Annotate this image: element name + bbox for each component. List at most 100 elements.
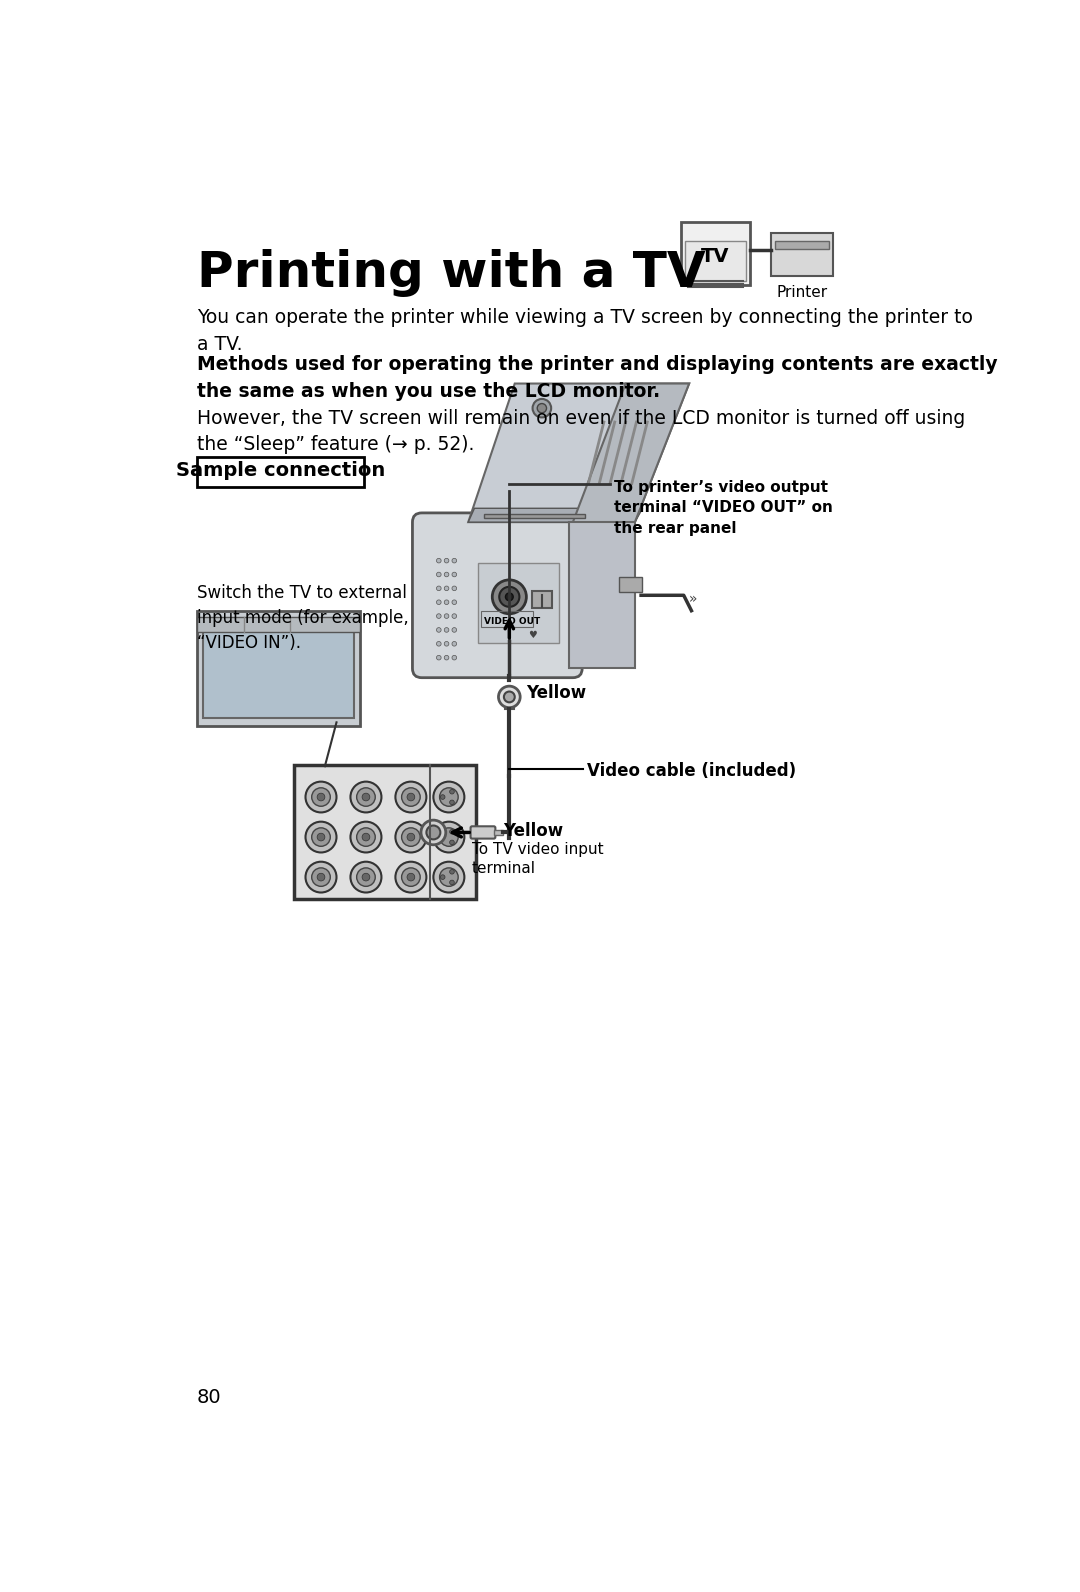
Circle shape <box>350 782 381 812</box>
Text: Printing with a TV: Printing with a TV <box>197 248 705 296</box>
Circle shape <box>356 788 375 806</box>
Circle shape <box>350 821 381 852</box>
Text: TV: TV <box>701 247 730 266</box>
Circle shape <box>356 868 375 887</box>
Circle shape <box>395 782 427 812</box>
Circle shape <box>449 880 455 885</box>
Text: To printer’s video output
terminal “VIDEO OUT” on
the rear panel: To printer’s video output terminal “VIDE… <box>613 479 833 535</box>
FancyBboxPatch shape <box>771 234 834 275</box>
Circle shape <box>451 656 457 661</box>
Circle shape <box>436 572 441 576</box>
Circle shape <box>356 828 375 847</box>
Circle shape <box>451 559 457 564</box>
Circle shape <box>362 874 369 880</box>
Circle shape <box>451 642 457 646</box>
Circle shape <box>444 615 449 618</box>
Circle shape <box>306 861 337 893</box>
FancyBboxPatch shape <box>478 564 559 643</box>
Circle shape <box>312 788 330 806</box>
Circle shape <box>444 642 449 646</box>
FancyBboxPatch shape <box>504 694 514 710</box>
Circle shape <box>440 828 458 847</box>
Circle shape <box>362 833 369 841</box>
FancyBboxPatch shape <box>471 826 496 839</box>
Circle shape <box>492 579 526 615</box>
Circle shape <box>402 828 420 847</box>
Circle shape <box>504 691 515 702</box>
Text: You can operate the printer while viewing a TV screen by connecting the printer : You can operate the printer while viewin… <box>197 309 973 353</box>
FancyBboxPatch shape <box>197 457 364 487</box>
Polygon shape <box>469 508 643 522</box>
Circle shape <box>306 821 337 852</box>
Circle shape <box>441 834 445 839</box>
Circle shape <box>449 841 455 845</box>
FancyBboxPatch shape <box>413 513 582 678</box>
Text: Printer: Printer <box>777 285 828 299</box>
Circle shape <box>407 793 415 801</box>
Polygon shape <box>469 384 689 522</box>
Circle shape <box>449 869 455 874</box>
Circle shape <box>407 833 415 841</box>
Text: To TV video input
terminal: To TV video input terminal <box>472 842 604 877</box>
Circle shape <box>402 788 420 806</box>
FancyBboxPatch shape <box>494 829 503 834</box>
Circle shape <box>421 820 446 845</box>
Circle shape <box>436 615 441 618</box>
FancyBboxPatch shape <box>681 221 750 285</box>
Circle shape <box>499 587 519 607</box>
Circle shape <box>537 403 546 412</box>
Circle shape <box>436 656 441 661</box>
Circle shape <box>407 874 415 880</box>
Circle shape <box>440 868 458 887</box>
Circle shape <box>436 642 441 646</box>
Circle shape <box>312 828 330 847</box>
Circle shape <box>444 559 449 564</box>
Circle shape <box>436 600 441 605</box>
Circle shape <box>444 656 449 661</box>
Polygon shape <box>569 522 635 669</box>
Circle shape <box>402 868 420 887</box>
Text: Sample connection: Sample connection <box>176 462 384 481</box>
FancyBboxPatch shape <box>685 240 745 282</box>
Circle shape <box>444 627 449 632</box>
Circle shape <box>318 793 325 801</box>
Text: 80: 80 <box>197 1388 221 1407</box>
Circle shape <box>444 572 449 576</box>
Circle shape <box>436 627 441 632</box>
Circle shape <box>362 793 369 801</box>
FancyBboxPatch shape <box>203 627 353 718</box>
Circle shape <box>433 782 464 812</box>
Circle shape <box>436 586 441 591</box>
Text: Yellow: Yellow <box>503 823 564 841</box>
Circle shape <box>499 686 521 708</box>
FancyBboxPatch shape <box>484 514 584 519</box>
Circle shape <box>395 861 427 893</box>
Text: Switch the TV to external
input mode (for example,
“VIDEO IN”).: Switch the TV to external input mode (fo… <box>197 584 408 651</box>
Circle shape <box>350 861 381 893</box>
Text: »: » <box>689 592 698 607</box>
Circle shape <box>449 790 455 794</box>
Circle shape <box>312 868 330 887</box>
Text: Yellow: Yellow <box>526 685 586 702</box>
Circle shape <box>427 826 441 839</box>
Circle shape <box>433 861 464 893</box>
Circle shape <box>395 821 427 852</box>
Text: However, the TV screen will remain on even if the LCD monitor is turned off usin: However, the TV screen will remain on ev… <box>197 409 966 454</box>
FancyBboxPatch shape <box>294 764 476 899</box>
Circle shape <box>532 400 551 417</box>
Text: VIDEO OUT: VIDEO OUT <box>484 616 540 626</box>
Text: Methods used for operating the printer and displaying contents are exactly
the s: Methods used for operating the printer a… <box>197 355 998 401</box>
FancyBboxPatch shape <box>619 576 642 592</box>
Polygon shape <box>572 384 689 522</box>
Circle shape <box>318 874 325 880</box>
Circle shape <box>441 874 445 879</box>
Circle shape <box>449 829 455 834</box>
Circle shape <box>451 600 457 605</box>
Circle shape <box>440 788 458 806</box>
Circle shape <box>444 586 449 591</box>
Text: ♥: ♥ <box>528 630 537 640</box>
Circle shape <box>451 627 457 632</box>
Circle shape <box>451 615 457 618</box>
FancyBboxPatch shape <box>197 616 360 632</box>
FancyBboxPatch shape <box>531 591 552 608</box>
